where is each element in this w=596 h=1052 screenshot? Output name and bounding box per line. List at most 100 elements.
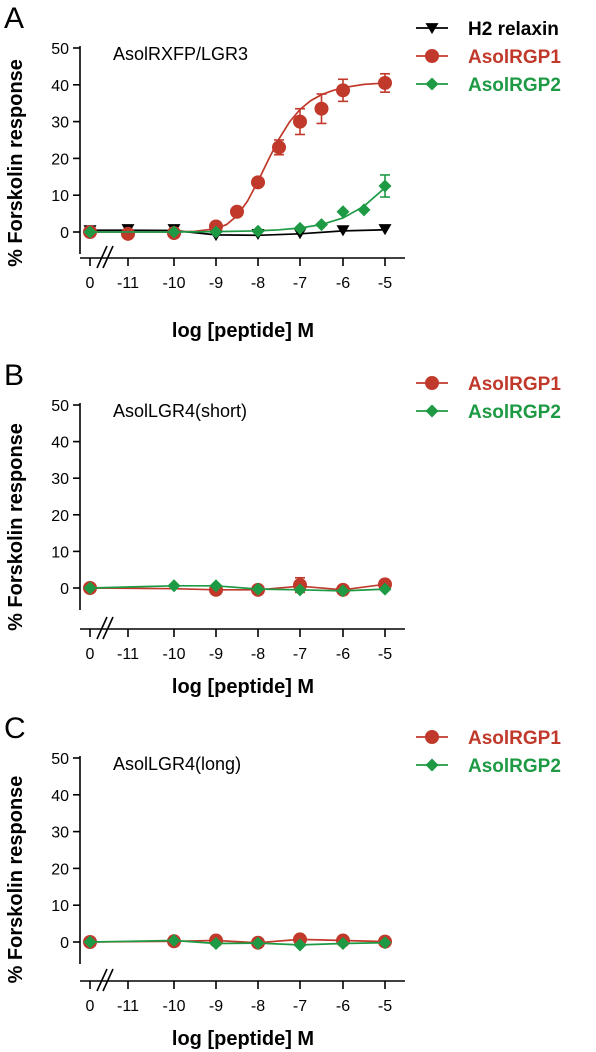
x-axis-title: log [peptide] M [172,1028,314,1050]
y-tick-label: 30 [51,115,69,132]
y-axis-title: % Forskolin response [5,423,27,631]
y-tick-label: 10 [51,898,69,915]
axis-break-mark [102,245,114,269]
series-asolrgp2 [83,934,392,952]
x-tick-label: -8 [251,998,265,1015]
x-tick-label: -5 [378,646,392,663]
series-line [90,228,386,237]
x-axis-title: log [peptide] M [172,676,314,698]
data-point [83,225,97,239]
axis-break-mark [102,616,114,640]
axis-break-mark [96,968,108,992]
y-tick-label: 30 [51,471,69,488]
legend: H2 relaxin AsolRGP1 AsolRGP2 [416,19,561,96]
x-tick-label: 0 [86,646,95,663]
data-point [293,938,307,952]
legend-marker [425,23,439,35]
data-point [83,935,97,949]
data-point [336,83,350,98]
legend-item: AsolRGP2 [416,756,561,777]
data-point [230,204,244,219]
y-tick-label: 50 [51,751,69,768]
y-tick-label: 50 [51,41,69,58]
x-tick-label: -10 [162,646,185,663]
y-axis-title: % Forskolin response [5,59,27,267]
data-point [357,203,371,217]
data-point [314,101,329,116]
panel-letter: B [4,359,24,392]
data-point [293,583,307,597]
data-point [336,205,350,219]
data-point [121,226,135,241]
y-tick-label: 20 [51,861,69,878]
data-point [83,581,97,595]
x-tick-label: -8 [251,275,265,292]
x-tick-label: -8 [251,646,265,663]
legend-marker [425,376,439,390]
x-tick-label: -6 [336,275,350,292]
y-tick-label: 10 [51,544,69,561]
legend-marker [425,49,439,63]
series-line [90,187,386,233]
legend-label: AsolRGP2 [468,756,561,777]
x-tick-label: -6 [336,646,350,663]
panel-letter: A [4,2,24,35]
x-tick-label: 0 [86,998,95,1015]
data-point [209,579,223,593]
data-point [167,579,181,593]
legend-label: H2 relaxin [468,19,559,40]
legend-label: AsolRGP1 [468,728,561,749]
x-tick-label: -6 [336,998,350,1015]
legend: AsolRGP1 AsolRGP2 [416,374,561,423]
data-point [251,175,265,190]
data-point [336,225,350,237]
data-point [167,225,181,239]
data-point [251,224,265,238]
data-point [293,221,307,235]
data-point [209,936,223,950]
axis-break-mark [96,245,108,269]
x-tick-label: -5 [378,998,392,1015]
chart-panel-b: B 0 10 20 30 40 50 % Forskolin response 0 -11 -10 -… [4,359,561,698]
x-tick-label: -11 [117,275,139,292]
data-point [378,936,392,950]
x-tick-label: -9 [209,998,223,1015]
y-tick-label: 0 [60,581,69,598]
legend-label: AsolRGP2 [468,402,561,423]
chart-panel-c: C 0 10 20 30 40 50 % Forskolin response 0 -11 -10 -… [4,712,561,1050]
y-tick-label: 40 [51,788,69,805]
data-point [378,75,392,90]
x-tick-label: -11 [117,998,139,1015]
axis-break-mark [102,968,114,992]
y-tick-label: 0 [60,935,69,952]
series-asolrgp2 [83,174,392,239]
x-tick-label: -7 [293,275,307,292]
y-axis-title: % Forskolin response [5,776,27,984]
x-tick-label: -5 [378,275,392,292]
data-point [336,584,350,598]
y-tick-label: 0 [60,225,69,242]
legend-item: AsolRGP2 [416,402,561,423]
panel-letter: C [4,712,26,745]
legend-marker [425,404,439,418]
legend-item: AsolRGP1 [416,374,561,395]
x-tick-label: -9 [209,275,223,292]
series-asolrgp2 [83,579,392,598]
legend-item: H2 relaxin [416,19,559,40]
data-point [315,218,328,232]
legend-label: AsolRGP1 [468,47,561,68]
data-point [293,114,307,129]
chart-subtitle: AsolLGR4(long) [113,754,241,774]
data-point [378,224,392,236]
legend-item: AsolRGP1 [416,728,561,749]
x-axis-title: log [peptide] M [172,320,314,342]
chart-panel-a: A 0 10 20 30 40 50 % Forskolin response 0 -11 -10 -… [4,2,561,342]
legend-label: AsolRGP2 [468,75,561,96]
legend-marker [425,77,439,91]
x-tick-label: -7 [293,998,307,1015]
data-point [251,936,265,950]
y-tick-label: 50 [51,398,69,415]
data-point [272,140,286,155]
y-tick-label: 40 [51,435,69,452]
